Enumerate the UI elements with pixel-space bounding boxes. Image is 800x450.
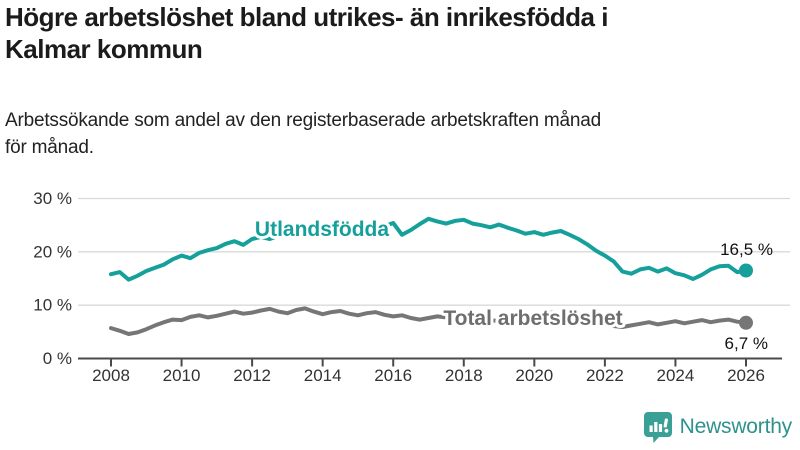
series-label-total: Total arbetslöshet bbox=[443, 307, 622, 330]
newsworthy-bubble-icon bbox=[643, 412, 672, 443]
y-axis-tick-label: 20 % bbox=[33, 242, 72, 261]
y-axis-tick-label: 30 % bbox=[33, 189, 72, 208]
series-label-utlandsfodda: Utlandsfödda bbox=[255, 218, 389, 241]
bar-2 bbox=[653, 422, 658, 432]
subtitle-line-2: för månad. bbox=[5, 136, 94, 158]
brand-name: Newsworthy bbox=[679, 415, 793, 438]
x-axis-tick-label: 2020 bbox=[515, 366, 553, 385]
exclamation-dot bbox=[664, 428, 669, 433]
x-axis-tick-label: 2022 bbox=[586, 366, 624, 385]
series-end-value-label: 6,7 % bbox=[725, 334, 768, 353]
series-end-value-label: 16,5 % bbox=[720, 240, 773, 259]
x-axis-tick-label: 2010 bbox=[163, 366, 201, 385]
x-axis-tick-label: 2008 bbox=[92, 366, 130, 385]
y-axis-tick-label: 0 % bbox=[43, 349, 72, 368]
title-line-2: Kalmar kommun bbox=[5, 33, 203, 64]
exclamation-bar bbox=[663, 418, 668, 428]
x-axis-tick-label: 2014 bbox=[304, 366, 342, 385]
x-axis-tick-label: 2016 bbox=[374, 366, 412, 385]
bar-3 bbox=[658, 424, 662, 432]
x-axis-tick-label: 2026 bbox=[727, 366, 765, 385]
page-title: Högre arbetslöshet bland utrikes- än inr… bbox=[5, 2, 765, 65]
y-axis-tick-label: 10 % bbox=[33, 296, 72, 315]
speech-bubble-shape bbox=[643, 412, 672, 443]
subtitle-line-1: Arbetssökande som andel av den registerb… bbox=[5, 110, 602, 131]
series-line-utlandsfodda bbox=[109, 216, 748, 282]
series-line-total bbox=[109, 306, 748, 336]
series-end-dot bbox=[739, 315, 753, 330]
title-line-1: Högre arbetslöshet bland utrikes- än inr… bbox=[5, 2, 608, 32]
bar-1 bbox=[649, 425, 653, 432]
newsworthy-logo: Newsworthy bbox=[643, 410, 792, 444]
series-end-dot bbox=[739, 263, 753, 278]
x-axis-tick-label: 2018 bbox=[445, 366, 483, 385]
chart-subtitle: Arbetssökande som andel av den registerb… bbox=[5, 108, 795, 162]
x-axis-tick-label: 2024 bbox=[657, 366, 695, 385]
x-axis-tick-label: 2012 bbox=[233, 366, 271, 385]
